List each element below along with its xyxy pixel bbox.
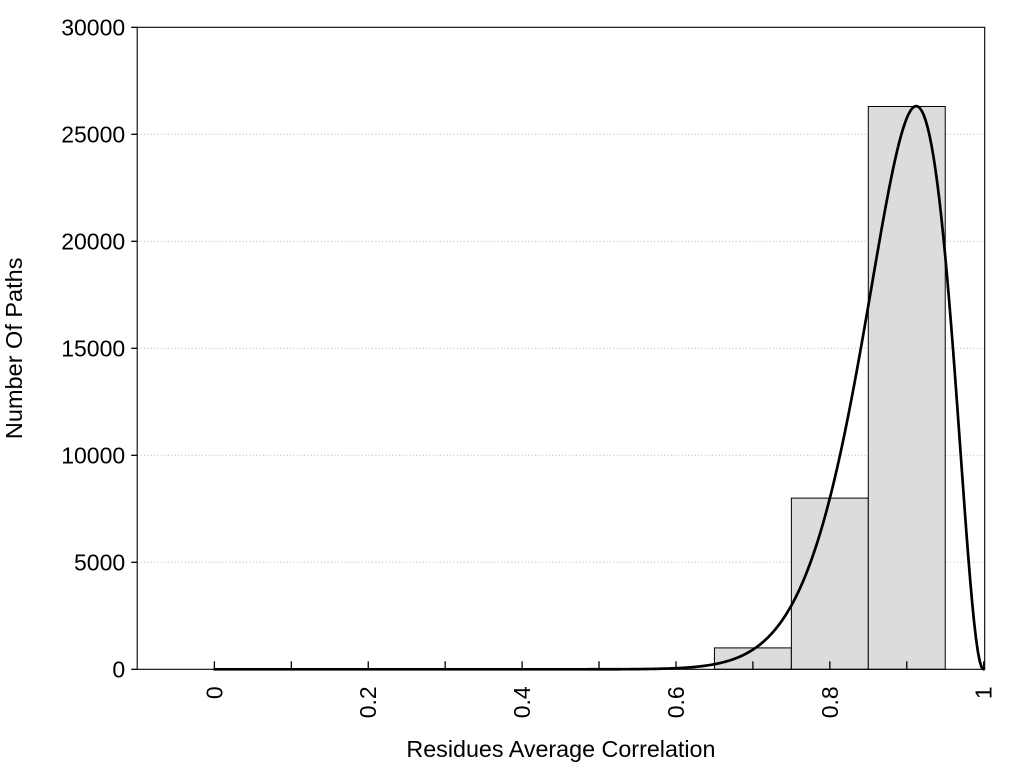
svg-text:Residues Average Correlation: Residues Average Correlation [406,736,715,762]
svg-text:1: 1 [971,686,997,699]
svg-text:15000: 15000 [61,335,125,361]
svg-text:25000: 25000 [61,121,125,147]
svg-text:0: 0 [112,656,125,682]
svg-text:30000: 30000 [61,14,125,40]
svg-text:0.8: 0.8 [817,686,843,718]
svg-text:20000: 20000 [61,228,125,254]
svg-text:10000: 10000 [61,442,125,468]
svg-text:0.6: 0.6 [663,686,689,718]
svg-text:Number Of Paths: Number Of Paths [1,258,27,440]
svg-text:0.4: 0.4 [509,686,535,718]
svg-text:0.2: 0.2 [355,686,381,718]
svg-text:0: 0 [201,686,227,699]
svg-text:5000: 5000 [74,549,125,575]
